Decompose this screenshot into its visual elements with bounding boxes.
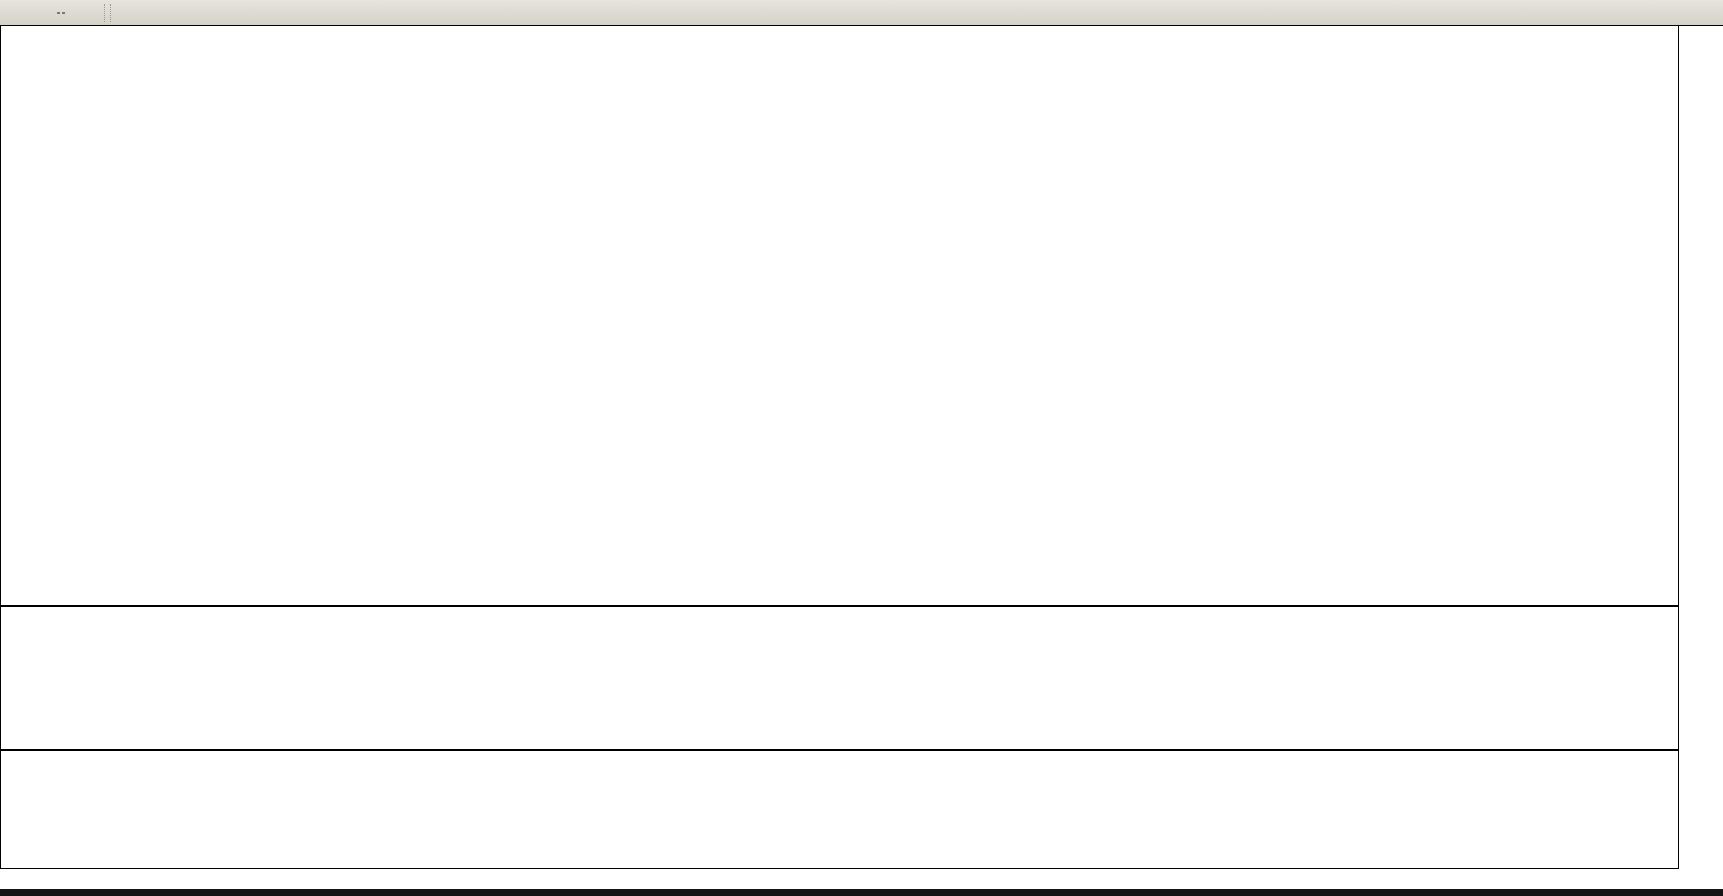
macd-panel[interactable] [0,605,1679,749]
toolbar-separator [104,3,111,22]
chart-region [0,25,1723,896]
text-tool-glyph [57,11,65,14]
dotted-grid-icon[interactable] [2,3,24,23]
text-tool-icon[interactable] [50,3,72,23]
price-chart-panel[interactable] [0,26,1679,605]
rsi-canvas[interactable] [1,751,1678,868]
macd-canvas[interactable] [1,607,1678,749]
time-axis[interactable] [0,868,1679,889]
rsi-panel[interactable] [0,749,1679,868]
chart-title [8,30,20,44]
candlestick-canvas[interactable] [1,26,1678,603]
font-a-icon[interactable] [26,3,48,23]
price-axis[interactable] [1679,26,1723,868]
draw-tools-icon[interactable] [74,3,96,23]
bottom-tab-strip [0,889,1723,896]
toolbar [0,0,1723,26]
